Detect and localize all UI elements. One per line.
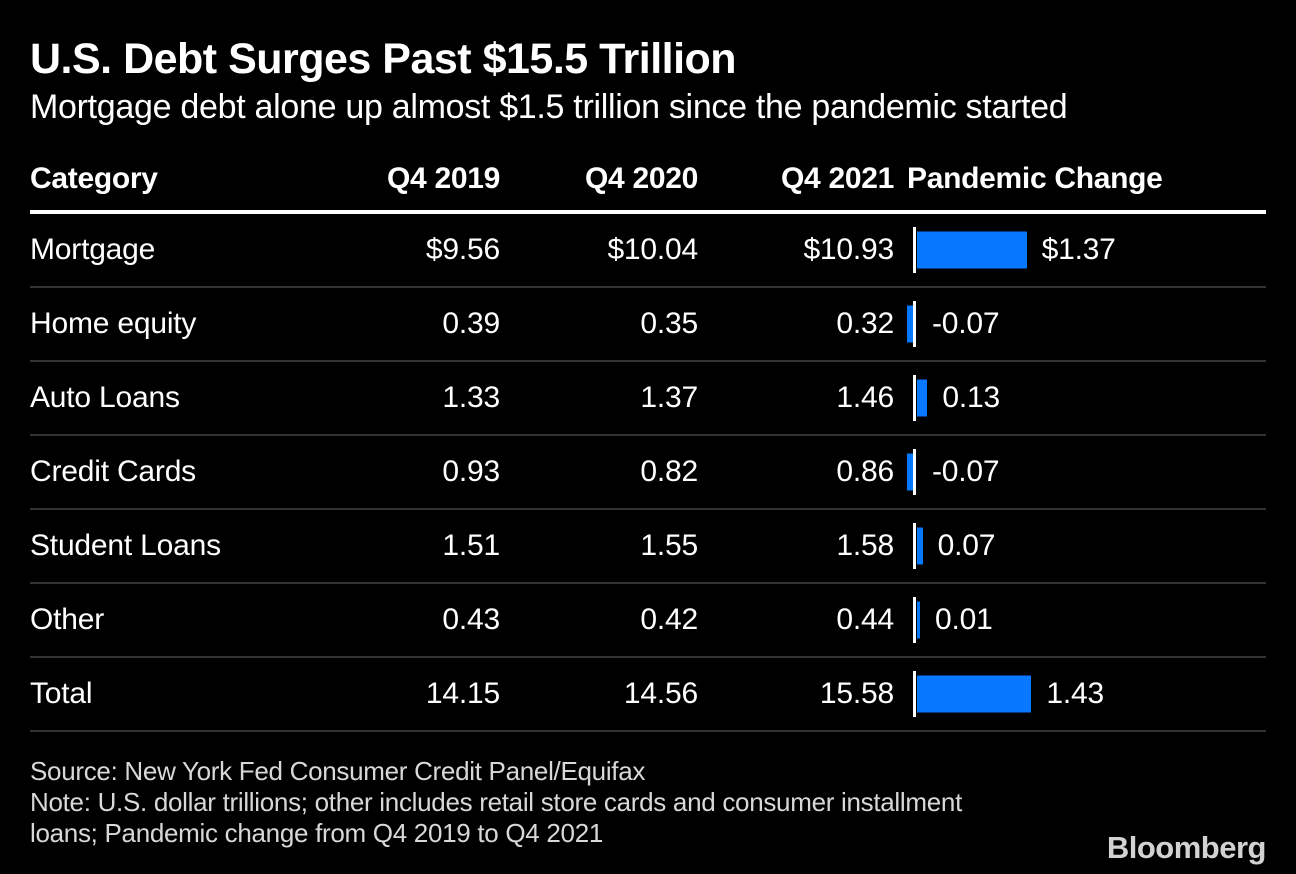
chart-container: U.S. Debt Surges Past $15.5 Trillion Mor…	[30, 35, 1266, 849]
header-q4-2020: Q4 2020	[585, 162, 698, 196]
header-category: Category	[30, 162, 158, 196]
methodology-note: Note: U.S. dollar trillions; other inclu…	[30, 787, 962, 849]
change-value-label: 0.13	[942, 381, 1000, 415]
category-cell: Mortgage	[30, 233, 156, 267]
change-bar	[917, 601, 920, 639]
bar-baseline	[913, 523, 916, 570]
bar-baseline	[913, 301, 916, 348]
pandemic-change-cell: -0.07	[894, 288, 1266, 360]
q4-2021-cell: 0.44	[836, 603, 894, 637]
q4-2019-cell: 0.43	[442, 603, 500, 637]
table-row: Home equity 0.39 0.35 0.32 -0.07	[30, 288, 1266, 363]
q4-2020-cell: 0.82	[640, 455, 698, 489]
change-bar	[917, 675, 1032, 713]
change-value-label: -0.07	[932, 307, 1000, 341]
pandemic-change-cell: -0.07	[894, 436, 1266, 508]
bar-baseline	[913, 597, 916, 644]
q4-2020-cell: 0.42	[640, 603, 698, 637]
q4-2021-cell: $10.93	[803, 233, 894, 267]
header-q4-2019: Q4 2019	[387, 162, 500, 196]
change-value-label: 0.07	[937, 529, 996, 563]
bar-baseline	[913, 227, 916, 274]
change-bar	[907, 305, 913, 343]
category-cell: Home equity	[30, 307, 197, 341]
chart-subtitle: Mortgage debt alone up almost $1.5 trill…	[30, 88, 1068, 127]
q4-2021-cell: 1.58	[836, 529, 894, 563]
pandemic-change-cell: 0.13	[894, 362, 1266, 434]
source-note: Source: New York Fed Consumer Credit Pan…	[30, 756, 646, 787]
change-bar	[917, 527, 923, 565]
change-bar	[917, 231, 1027, 269]
table-row: Mortgage $9.56 $10.04 $10.93 $1.37	[30, 214, 1266, 289]
q4-2021-cell: 1.46	[836, 381, 894, 415]
bar-baseline	[913, 449, 916, 496]
q4-2019-cell: 1.33	[442, 381, 500, 415]
q4-2019-cell: 0.93	[442, 455, 500, 489]
table-body: Mortgage $9.56 $10.04 $10.93 $1.37 Home …	[30, 214, 1266, 733]
category-cell: Other	[30, 603, 105, 637]
category-cell: Student Loans	[30, 529, 221, 563]
table-row: Total 14.15 14.56 15.58 1.43	[30, 658, 1266, 733]
q4-2019-cell: $9.56	[425, 233, 500, 267]
change-bar	[907, 453, 913, 491]
table-row: Other 0.43 0.42 0.44 0.01	[30, 584, 1266, 659]
pandemic-change-cell: $1.37	[894, 214, 1266, 286]
category-cell: Total	[30, 677, 93, 711]
pandemic-change-cell: 1.43	[894, 658, 1266, 730]
q4-2019-cell: 0.39	[442, 307, 500, 341]
table-header-row: Category Q4 2019 Q4 2020 Q4 2021 Pandemi…	[30, 162, 1266, 215]
header-pandemic-change: Pandemic Change	[907, 162, 1163, 196]
q4-2020-cell: 1.55	[640, 529, 698, 563]
chart-title: U.S. Debt Surges Past $15.5 Trillion	[30, 35, 737, 83]
category-cell: Credit Cards	[30, 455, 196, 489]
change-bar	[917, 379, 928, 417]
bar-baseline	[913, 671, 916, 718]
table-row: Auto Loans 1.33 1.37 1.46 0.13	[30, 362, 1266, 437]
q4-2020-cell: 14.56	[623, 677, 698, 711]
change-value-label: -0.07	[932, 455, 1000, 489]
change-value-label: $1.37	[1041, 233, 1116, 267]
header-q4-2021: Q4 2021	[781, 162, 894, 196]
change-value-label: 1.43	[1046, 677, 1104, 711]
q4-2020-cell: $10.04	[607, 233, 698, 267]
q4-2019-cell: 14.15	[425, 677, 500, 711]
chart-footer: Source: New York Fed Consumer Credit Pan…	[30, 756, 1266, 849]
bar-baseline	[913, 375, 916, 422]
q4-2021-cell: 0.32	[836, 307, 894, 341]
pandemic-change-cell: 0.01	[894, 584, 1266, 656]
q4-2020-cell: 1.37	[640, 381, 698, 415]
change-value-label: 0.01	[935, 603, 993, 637]
q4-2021-cell: 0.86	[836, 455, 894, 489]
q4-2019-cell: 1.51	[442, 529, 500, 563]
table-row: Credit Cards 0.93 0.82 0.86 -0.07	[30, 436, 1266, 511]
bloomberg-logo: Bloomberg	[1106, 830, 1267, 865]
q4-2021-cell: 15.58	[819, 677, 894, 711]
category-cell: Auto Loans	[30, 381, 180, 415]
q4-2020-cell: 0.35	[640, 307, 698, 341]
table-row: Student Loans 1.51 1.55 1.58 0.07	[30, 510, 1266, 585]
pandemic-change-cell: 0.07	[894, 510, 1266, 582]
